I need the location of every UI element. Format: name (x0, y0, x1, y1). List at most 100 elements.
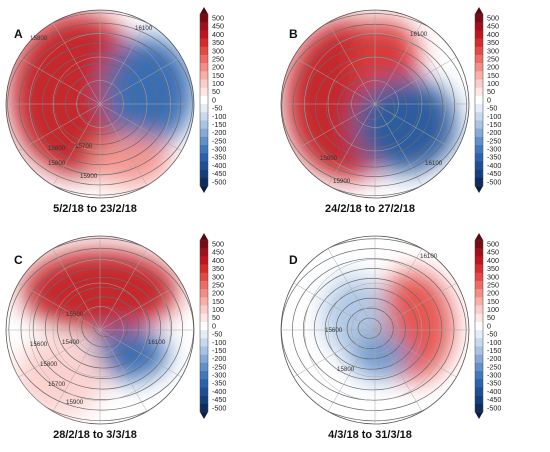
colorbar-segment (200, 145, 208, 154)
polar-map-d: 161001560015800D500450400350300250200150… (280, 233, 501, 425)
graticule (281, 236, 469, 424)
anomaly-blob (88, 328, 168, 380)
colorbar-segment (200, 54, 208, 64)
colorbar-segment (475, 280, 483, 290)
contour-line (57, 286, 151, 369)
graticule (6, 10, 194, 198)
colorbar-tick-label: -500 (487, 177, 501, 186)
colorbar-tick-label: -350 (487, 379, 501, 388)
contour-label: 15800 (337, 366, 355, 373)
colorbar-min-arrow (475, 412, 483, 419)
colorbar-segment (200, 169, 208, 179)
colorbar-segment (475, 95, 483, 105)
colorbar: 500450400350300250200150100500-50-100-15… (199, 233, 226, 419)
colorbar-segment (200, 136, 208, 146)
colorbar-tick-label: -150 (212, 120, 226, 129)
colorbar-segment (475, 264, 483, 274)
colorbar-segment (200, 395, 208, 405)
colorbar-tick-label: 100 (487, 79, 499, 88)
colorbar-segment (475, 120, 483, 129)
colorbar-tick-label: 300 (212, 46, 224, 55)
contour-label: 15500 (66, 311, 84, 318)
contour-line (44, 277, 162, 379)
colorbar-tick-label: 150 (487, 297, 499, 306)
contour-line (281, 23, 467, 187)
colorbar-tick-label: -350 (212, 153, 226, 162)
colorbar-segment (200, 362, 208, 372)
colorbar-segment (475, 395, 483, 405)
colorbar-segment (475, 403, 483, 413)
anomaly-blob (353, 77, 457, 173)
contour-line (314, 56, 432, 158)
colorbar-segment (475, 256, 483, 265)
meridian-line (293, 282, 457, 378)
colorbar-segment (200, 403, 208, 413)
panel-a-caption: 5/2/18 to 23/2/18 (53, 203, 137, 215)
colorbar-segment (475, 272, 483, 282)
colorbar-tick-label: 500 (487, 239, 499, 248)
contour-label: 15700 (75, 143, 93, 150)
colorbar-segment (200, 346, 208, 355)
colorbar-tick-label: -200 (212, 128, 226, 137)
colorbar-tick-label: 50 (212, 313, 220, 322)
colorbar-tick-label: 450 (212, 22, 224, 31)
colorbar-segment (200, 289, 208, 298)
colorbar-segment (475, 22, 483, 31)
colorbar-segment (200, 248, 208, 257)
colorbar-min-arrow (200, 186, 208, 193)
colorbar-tick-label: -250 (487, 362, 501, 371)
contour-label: 16100 (135, 25, 153, 32)
panel-c-caption: 28/2/18 to 3/3/18 (53, 429, 137, 441)
colorbar-tick-label: 0 (212, 321, 216, 330)
colorbar-tick-label: 200 (212, 63, 224, 72)
colorbar: 500450400350300250200150100500-50-100-15… (474, 7, 501, 193)
colorbar-segment (475, 297, 483, 306)
colorbar-frame (474, 239, 484, 413)
colorbar: 500450400350300250200150100500-50-100-15… (474, 233, 501, 419)
contour-label: 15600 (325, 327, 343, 334)
contour-label: 16100 (420, 253, 438, 260)
contour-label: 15900 (80, 173, 98, 180)
colorbar-tick-label: 0 (212, 95, 216, 104)
colorbar-segment (475, 112, 483, 121)
colorbar-tick-label: 250 (487, 280, 499, 289)
anomaly-blob (102, 37, 194, 147)
colorbar-segment (200, 38, 208, 48)
colorbar-segment (475, 305, 483, 315)
height-contours (6, 238, 194, 422)
colorbar-frame (199, 239, 209, 413)
colorbar-tick-label: 350 (212, 38, 224, 47)
colorbar-segment (475, 346, 483, 355)
contour-line (335, 297, 406, 360)
contour-line (303, 45, 444, 168)
colorbar-segment (475, 177, 483, 187)
contour-line (81, 306, 129, 348)
colorbar-segment (475, 248, 483, 257)
colorbar-tick-label: 0 (487, 321, 491, 330)
colorbar-tick-label: -100 (487, 338, 501, 347)
colorbar-tick-label: 50 (212, 87, 220, 96)
colorbar-segment (200, 338, 208, 347)
colorbar-tick-label: 100 (487, 305, 499, 314)
colorbar-tick-label: 500 (487, 13, 499, 22)
contour-label: 15600 (30, 341, 48, 348)
colorbar-segment (200, 280, 208, 290)
colorbar-tick-label: -100 (212, 112, 226, 121)
contour-label: 15400 (62, 339, 80, 346)
colorbar-tick-label: -100 (487, 112, 501, 121)
colorbar-segment (475, 87, 483, 97)
colorbar-segment (475, 338, 483, 347)
colorbar-segment (200, 22, 208, 31)
colorbar-segment (200, 240, 208, 249)
colorbar-tick-label: -450 (212, 395, 226, 404)
colorbar-tick-label: 400 (487, 256, 499, 265)
colorbar-tick-label: -300 (212, 371, 226, 380)
colorbar-segment (475, 63, 483, 72)
contour-line (32, 267, 173, 390)
colorbar-segment (200, 79, 208, 89)
colorbar-tick-label: -150 (487, 346, 501, 355)
colorbar-segment (475, 169, 483, 179)
colorbar-segment (200, 87, 208, 97)
polar-map-b: 16100158001590016100B5004504003503002502… (280, 7, 501, 199)
